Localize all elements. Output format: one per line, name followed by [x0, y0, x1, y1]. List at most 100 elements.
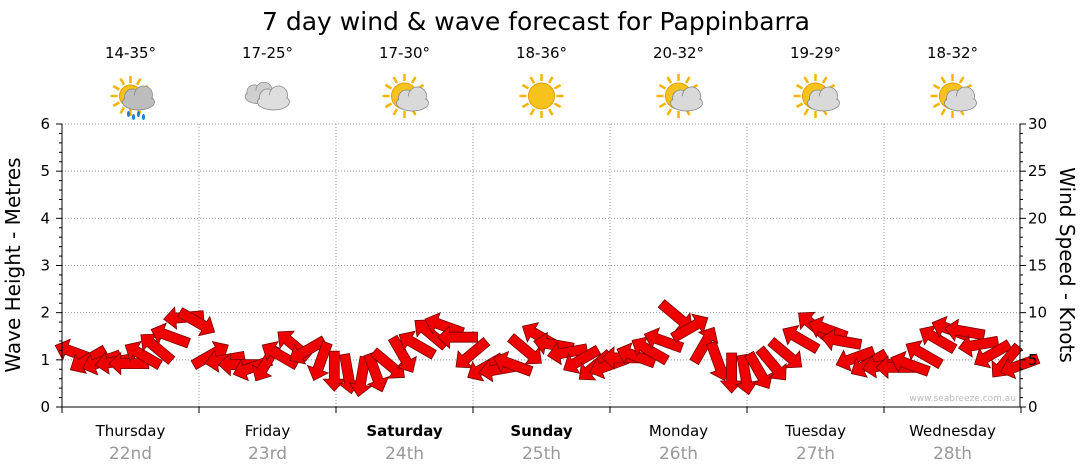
left-tick-label: 4 [40, 209, 50, 227]
rain-drop [126, 111, 131, 117]
left-tick-label: 2 [40, 304, 50, 322]
day-date: 28th [933, 444, 972, 464]
wind-arrow [363, 351, 390, 393]
sun-ray [392, 76, 399, 84]
temperature-range: 18-36° [516, 44, 567, 62]
wind-arrow [631, 336, 670, 366]
left-axis-label: Wave Height - Metres [1, 157, 25, 372]
day-labels: Thursday 22nd Friday 23rd Saturday 24th Sunday… [95, 422, 996, 464]
right-axis-label: Wind Speed - Knots [1055, 167, 1079, 363]
cloud-shape [670, 86, 703, 112]
sunny-icon [519, 74, 564, 118]
day-date: 24th [385, 444, 424, 464]
temperature-range: 17-30° [379, 44, 430, 62]
right-tick-label: 20 [1028, 209, 1047, 227]
cloud-part [671, 96, 702, 110]
wind-arrow [455, 336, 491, 369]
sun-ray [821, 76, 828, 84]
wind-arrow [974, 339, 1013, 369]
partly-cloudy-icon [793, 74, 840, 118]
sun-ray [410, 76, 417, 84]
cloud-shape [396, 86, 429, 112]
sun-ray [803, 108, 810, 116]
day-date: 22nd [109, 444, 152, 464]
day-date: 26th [659, 444, 698, 464]
day-date: 25th [522, 444, 561, 464]
wind-arrow [719, 352, 744, 394]
sun-ray [384, 83, 393, 90]
wind-arrow [689, 326, 719, 366]
right-tick-label: 15 [1028, 257, 1047, 275]
right-tick-label: 25 [1028, 162, 1047, 180]
wind-arrow [546, 341, 589, 366]
sun-ray [119, 106, 126, 114]
temperature-range: 20-32° [653, 44, 704, 62]
sun-ray [940, 76, 947, 84]
right-tick-label: 10 [1028, 304, 1047, 322]
cloud-part [808, 96, 839, 110]
sun-ray [666, 76, 673, 84]
wind-arrow [398, 330, 437, 360]
weather-icon-row [110, 74, 977, 120]
right-tick-label: 0 [1028, 398, 1038, 416]
wind-arrow [387, 334, 417, 373]
wind-arrow [176, 307, 216, 337]
wind-arrow [289, 335, 328, 365]
wind-arrow [437, 325, 479, 350]
wind-arrow [190, 340, 229, 370]
chart-title: 7 day wind & wave forecast for Pappinbar… [262, 7, 810, 36]
wind-arrow [744, 350, 774, 390]
day-name: Friday [245, 422, 291, 440]
sun-ray [547, 108, 554, 116]
wind-arrow [507, 333, 542, 365]
credit-text: www.seabreeze.com.au [909, 394, 1016, 404]
day-name: Wednesday [909, 422, 996, 440]
sun-ray [940, 108, 947, 116]
day-date: 23rd [248, 444, 287, 464]
sun-ray [112, 101, 120, 108]
temperature-range: 14-35° [105, 44, 156, 62]
sun-ray [684, 76, 691, 84]
cloud-part [945, 96, 976, 110]
sun-ray [795, 102, 804, 109]
cloud-shape [944, 86, 977, 112]
temperature-range: 19-29° [790, 44, 841, 62]
right-tick-label: 5 [1028, 351, 1038, 369]
sun-ray [958, 76, 965, 84]
temperature-row: 14-35° 17-25° 17-30° 18-36° 20-32° 19-29° 18-3… [105, 44, 978, 62]
partly-cloudy-icon [656, 74, 703, 118]
wind-arrow [670, 313, 709, 343]
wind-arrow [150, 322, 191, 349]
wind-arrow [957, 334, 1000, 358]
axes: 0 1 2 3 4 5 6 0 5 10 15 20 25 30 [40, 115, 1047, 416]
temperature-range: 17-25° [242, 44, 293, 62]
rain-drop [141, 114, 146, 120]
cloud-part [258, 95, 289, 109]
left-tick-label: 1 [40, 351, 50, 369]
sun-ray [521, 102, 530, 109]
cloud-shape [257, 85, 290, 111]
sun-ray [553, 102, 562, 109]
partly-cloudy-icon [382, 74, 429, 118]
wind-arrow [493, 350, 534, 377]
rain-drop [136, 111, 141, 117]
partly-cloudy-icon [930, 74, 977, 118]
cloud-part [123, 95, 154, 109]
wind-arrow [370, 347, 405, 379]
sun-ray [529, 108, 536, 116]
right-tick-label: 30 [1028, 115, 1047, 133]
storm-rain-icon [110, 76, 155, 120]
sun-ray [119, 78, 126, 86]
sun-ray [795, 83, 804, 90]
wind-arrow [643, 327, 685, 354]
cloud-part [397, 96, 428, 110]
wind-arrow [124, 340, 163, 370]
left-tick-label: 6 [40, 115, 50, 133]
wind-arrow [322, 350, 347, 392]
sun-ray [112, 84, 120, 91]
cloud-shape [807, 86, 840, 112]
sun-ray [521, 83, 530, 90]
sun-disc [528, 82, 555, 110]
wind-arrow [563, 344, 602, 374]
